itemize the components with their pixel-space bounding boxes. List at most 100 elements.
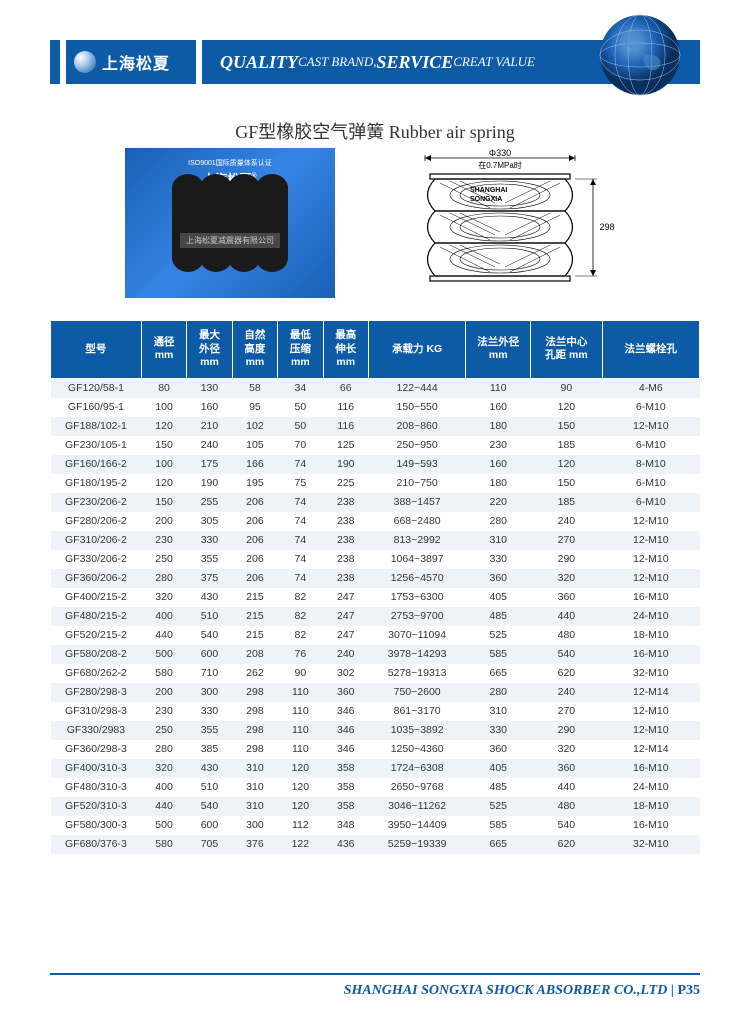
table-cell: 3978~14293: [368, 645, 465, 664]
table-cell: GF520/215-2: [51, 626, 142, 645]
table-cell: 250~950: [368, 436, 465, 455]
table-row: GF310/298-3230330298110346861~3170310270…: [51, 702, 700, 721]
table-cell: 1724~6308: [368, 759, 465, 778]
table-cell: 330: [187, 531, 232, 550]
diagram-brand2: SONGXIA: [470, 196, 502, 203]
table-cell: 195: [232, 474, 277, 493]
table-header-row: 型号通径mm最大外径mm自然高度mm最低压缩mm最高伸长mm承载力 KG法兰外径…: [51, 321, 700, 379]
table-cell: GF160/166-2: [51, 455, 142, 474]
table-cell: 180: [466, 417, 531, 436]
table-cell: 525: [466, 626, 531, 645]
table-cell: 500: [141, 816, 186, 835]
table-cell: 150: [531, 474, 602, 493]
table-cell: 375: [187, 569, 232, 588]
table-cell: 280: [466, 683, 531, 702]
table-cell: 50: [278, 417, 323, 436]
table-cell: 4-M6: [602, 378, 699, 398]
table-cell: 270: [531, 531, 602, 550]
table-cell: 240: [323, 645, 368, 664]
table-cell: GF310/298-3: [51, 702, 142, 721]
table-cell: 376: [232, 835, 277, 854]
table-cell: 16-M10: [602, 816, 699, 835]
table-row: GF580/300-35006003001123483950~144095855…: [51, 816, 700, 835]
table-cell: 180: [466, 474, 531, 493]
table-cell: 300: [232, 816, 277, 835]
table-cell: 1256~4570: [368, 569, 465, 588]
table-cell: 74: [278, 550, 323, 569]
table-cell: 540: [187, 626, 232, 645]
table-cell: 160: [466, 455, 531, 474]
table-cell: 600: [187, 645, 232, 664]
table-cell: 12-M14: [602, 683, 699, 702]
table-cell: 208: [232, 645, 277, 664]
table-row: GF580/208-2500600208762403978~1429358554…: [51, 645, 700, 664]
table-cell: 861~3170: [368, 702, 465, 721]
table-cell: 280: [466, 512, 531, 531]
table-cell: 150~550: [368, 398, 465, 417]
table-cell: GF580/300-3: [51, 816, 142, 835]
table-cell: 525: [466, 797, 531, 816]
table-header-cell: 法兰中心孔距 mm: [531, 321, 602, 379]
table-cell: 120: [531, 455, 602, 474]
table-cell: 238: [323, 569, 368, 588]
diagram-height-label: 298: [599, 222, 614, 232]
table-cell: 1064~3897: [368, 550, 465, 569]
table-header-cell: 最大外径mm: [187, 321, 232, 379]
globe-decoration: [590, 5, 690, 105]
technical-diagram: Φ330 在0.7MPa时: [375, 148, 625, 298]
table-cell: 225: [323, 474, 368, 493]
table-cell: 32-M10: [602, 835, 699, 854]
table-cell: GF330/206-2: [51, 550, 142, 569]
table-cell: 110: [278, 721, 323, 740]
table-cell: 400: [141, 778, 186, 797]
table-row: GF520/310-34405403101203583046~112625254…: [51, 797, 700, 816]
table-cell: 310: [466, 702, 531, 721]
diagram-dia-label: Φ330: [489, 148, 511, 158]
table-cell: GF310/206-2: [51, 531, 142, 550]
table-cell: 360: [531, 759, 602, 778]
table-cell: 320: [531, 740, 602, 759]
table-cell: GF230/206-2: [51, 493, 142, 512]
table-cell: 255: [187, 493, 232, 512]
table-cell: GF480/310-3: [51, 778, 142, 797]
table-cell: 190: [323, 455, 368, 474]
table-cell: GF480/215-2: [51, 607, 142, 626]
spec-table: 型号通径mm最大外径mm自然高度mm最低压缩mm最高伸长mm承载力 KG法兰外径…: [50, 320, 700, 854]
table-header-cell: 法兰螺栓孔: [602, 321, 699, 379]
table-cell: 436: [323, 835, 368, 854]
table-cell: 34: [278, 378, 323, 398]
table-cell: 620: [531, 664, 602, 683]
table-row: GF160/166-210017516674190149~5931601208-…: [51, 455, 700, 474]
table-cell: 270: [531, 702, 602, 721]
table-cell: 6-M10: [602, 474, 699, 493]
table-cell: 206: [232, 569, 277, 588]
table-cell: 82: [278, 626, 323, 645]
table-row: GF280/298-3200300298110360750~2600280240…: [51, 683, 700, 702]
table-cell: 310: [232, 778, 277, 797]
table-row: GF360/298-32803852981103461250~436036032…: [51, 740, 700, 759]
table-row: GF230/105-115024010570125250~9502301856-…: [51, 436, 700, 455]
table-cell: 8-M10: [602, 455, 699, 474]
table-cell: 206: [232, 531, 277, 550]
table-cell: 100: [141, 455, 186, 474]
table-cell: 710: [187, 664, 232, 683]
table-cell: 355: [187, 550, 232, 569]
table-cell: 190: [187, 474, 232, 493]
page-footer: SHANGHAI SONGXIA SHOCK ABSORBER CO.,LTD …: [0, 983, 700, 999]
table-row: GF480/215-2400510215822472753~9700485440…: [51, 607, 700, 626]
table-cell: 385: [187, 740, 232, 759]
table-cell: 813~2992: [368, 531, 465, 550]
table-row: GF230/206-215025520674238388~14572201856…: [51, 493, 700, 512]
table-cell: 238: [323, 550, 368, 569]
table-row: GF180/195-212019019575225210~7501801506-…: [51, 474, 700, 493]
table-cell: 58: [232, 378, 277, 398]
diagram-brand1: SHANGHAI: [470, 187, 507, 194]
table-cell: 540: [187, 797, 232, 816]
table-cell: 298: [232, 683, 277, 702]
table-cell: 388~1457: [368, 493, 465, 512]
table-cell: 206: [232, 493, 277, 512]
table-cell: 150: [141, 436, 186, 455]
table-cell: 120: [278, 797, 323, 816]
table-cell: 149~593: [368, 455, 465, 474]
table-header-cell: 通径mm: [141, 321, 186, 379]
